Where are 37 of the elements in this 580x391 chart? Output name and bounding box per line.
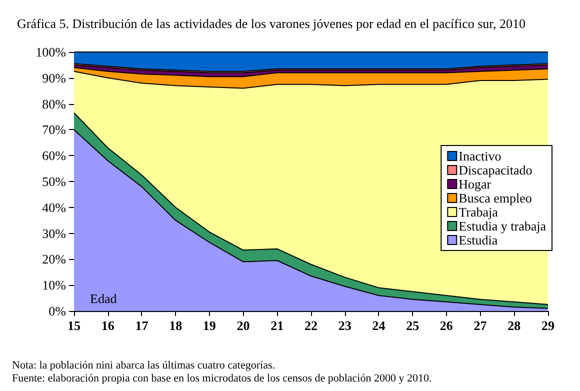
y-tick-label: 0% (48, 304, 66, 318)
x-tick-label: 21 (270, 318, 284, 333)
x-tick-label: 20 (236, 318, 250, 333)
x-tick-label: 23 (338, 318, 352, 333)
y-tick-label: 60% (42, 148, 66, 164)
legend-label: Estudia y trabaja (458, 218, 546, 234)
legend-label: Busca empleo (458, 190, 532, 206)
y-tick-label: 40% (42, 200, 66, 215)
x-tick-label: 16 (101, 318, 115, 333)
legend-label: Discapacitado (458, 162, 532, 178)
legend-label: Trabaja (458, 204, 498, 220)
x-tick-label: 15 (68, 318, 81, 333)
y-tick-label: 50% (42, 174, 66, 189)
legend-label: Hogar (458, 176, 492, 192)
y-tick-label: 100% (36, 44, 66, 60)
legend-label: Estudia (458, 232, 498, 248)
x-tick-label: 29 (542, 318, 555, 333)
x-tick-label: 19 (202, 318, 216, 333)
x-tick-label: 26 (440, 318, 454, 333)
x-tick-label: 28 (508, 318, 522, 333)
y-tick-label: 70% (42, 122, 66, 138)
x-tick-label: 27 (474, 318, 488, 333)
x-axis-title: Edad (90, 291, 118, 306)
text: Nota: la población nini abarca las últimas cuatro categorías. (12, 360, 276, 372)
chart-title: Gráfica 5. Distribución de las actividades de los varones jóvenes por edad en el pacífico sur, 2010 (17, 16, 526, 31)
source-note: Fuente: elaboración propia con base en los microdatos de los censos de población 2000 y 2010. (12, 372, 432, 384)
x-tick-label: 24 (372, 318, 386, 333)
y-tick-label: 30% (42, 226, 66, 241)
x-tick-label: 25 (406, 318, 420, 333)
x-tick-label: 18 (169, 318, 183, 333)
y-tick-label: 10% (42, 278, 66, 293)
y-tick-label: 90% (42, 70, 66, 86)
x-tick-label: 17 (135, 318, 149, 333)
y-tick-label: 20% (42, 252, 66, 267)
y-tick-label: 80% (42, 96, 66, 112)
x-tick-label: 22 (304, 318, 318, 333)
legend-label: Inactivo (458, 148, 502, 164)
